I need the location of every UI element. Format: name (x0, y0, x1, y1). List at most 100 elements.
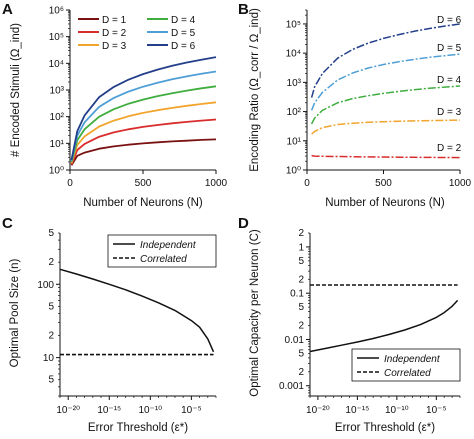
y-minor-tick-label: 2 (298, 228, 304, 239)
y-tick-label: 10 (43, 353, 55, 364)
series-line-independent (309, 299, 459, 353)
panel-d-legend-box (351, 348, 461, 382)
y-minor-tick-label: 5 (298, 302, 304, 313)
series-line-d-3 (311, 119, 461, 135)
panel-b-annotations: D = 6 D = 5 D = 4 D = 3 D = 2 (437, 15, 462, 154)
legend-label-d1: D = 1 (102, 15, 127, 26)
panel-letter-d: D (238, 215, 249, 232)
y-tick-label: 10³ (287, 78, 302, 89)
y-minor-tick-label: 5 (48, 375, 54, 386)
panel-d-y-label: Optimal Capacity per Neuron (C) (249, 229, 261, 397)
y-tick-label: 0.1 (290, 289, 304, 300)
y-tick-label: 10⁰ (286, 166, 301, 177)
series-line-independent (59, 268, 215, 353)
y-minor-tick-label: 5 (48, 301, 54, 312)
y-minor-tick-label: 5 (48, 228, 54, 239)
series-line-d-2 (311, 154, 461, 159)
y-minor-tick-label: 5 (298, 256, 304, 267)
series-line-d-2 (70, 118, 217, 165)
annotation-d6: D = 6 (437, 15, 462, 26)
y-minor-tick-label: 2 (298, 274, 304, 285)
y-minor-tick-label: 2 (48, 257, 54, 268)
panel-d-x-label: Error Threshold (ε*) (335, 422, 435, 434)
x-tick-label: 0 (67, 178, 73, 189)
panel-d-x-ticks: 10⁻²⁰ 10⁻¹⁵ 10⁻¹⁰ 10⁻⁵ (306, 396, 461, 416)
series-line-d-1 (70, 138, 217, 166)
panel-a-series-lines (70, 56, 217, 166)
y-tick-label: 0.01 (285, 335, 305, 346)
x-tick-label: 0 (304, 178, 310, 189)
panel-a-y-ticks: 10⁰ 10¹ 10² 10³ 10⁴ 10⁵ 10⁶ (49, 6, 70, 177)
x-tick-label: 10⁻⁵ (426, 405, 447, 416)
y-tick-label: 10³ (50, 86, 65, 97)
panel-d-y-ticks: 0.001 0.01 0.1 1 2 5 2 5 2 5 2 (279, 228, 310, 397)
y-tick-label: 100 (37, 280, 54, 291)
y-tick-label: 10⁵ (286, 19, 301, 30)
panel-c-y-ticks: 10 100 5 2 5 2 5 (37, 228, 60, 397)
panel-a-legend: D = 1 D = 2 D = 3 D = 4 D = 5 D = 6 (78, 15, 196, 52)
panel-letter-a: A (2, 1, 13, 18)
annotation-d5: D = 5 (437, 43, 462, 54)
legend-label-independent: Independent (384, 354, 441, 365)
y-tick-label: 10⁵ (49, 32, 64, 43)
y-minor-tick-label: 2 (48, 331, 54, 342)
y-tick-label: 10² (287, 107, 302, 118)
panel-a-x-ticks: 0 500 1000 (67, 170, 228, 189)
panel-c-legend-box (107, 234, 217, 268)
series-line-d-5 (70, 70, 217, 162)
panel-b-x-ticks: 0 500 1000 (304, 170, 472, 189)
series-line-d-6 (310, 23, 461, 98)
y-tick-label: 10⁴ (286, 49, 301, 60)
y-tick-label: 10¹ (287, 136, 302, 147)
panel-a-x-label: Number of Neurons (N) (83, 197, 203, 209)
panel-letter-c: C (2, 215, 13, 232)
x-tick-label: 10⁻¹⁰ (385, 405, 409, 416)
series-line-d-4 (70, 85, 217, 163)
panel-c-legend: Independent Correlated (107, 234, 217, 268)
panel-d-legend: Independent Correlated (351, 348, 461, 382)
panel-b-y-label: Encoding Ratio (Ω_corr / Ω_ind) (249, 8, 261, 172)
series-line-d-4 (310, 85, 461, 125)
series-line-d-6 (70, 56, 217, 161)
x-tick-label: 10⁻²⁰ (56, 405, 80, 416)
x-tick-label: 1000 (205, 178, 228, 189)
y-tick-label: 10¹ (50, 139, 65, 150)
x-tick-label: 10⁻¹⁵ (345, 405, 369, 416)
legend-label-independent: Independent (140, 240, 197, 251)
y-tick-label: 10⁴ (49, 59, 64, 70)
panel-c-x-ticks: 10⁻²⁰ 10⁻¹⁵ 10⁻¹⁰ 10⁻⁵ (56, 396, 217, 416)
legend-label-d3: D = 3 (102, 41, 127, 52)
annotation-d2: D = 2 (437, 143, 462, 154)
panel-c-series-lines (59, 268, 215, 356)
panel-letter-b: B (238, 1, 249, 18)
annotation-d4: D = 4 (437, 75, 462, 86)
panel-b-x-label: Number of Neurons (N) (325, 197, 445, 209)
panel-b-y-ticks: 10⁰ 10¹ 10² 10³ 10⁴ 10⁵ (286, 9, 307, 177)
annotation-d3: D = 3 (437, 107, 462, 118)
y-tick-label: 1 (298, 242, 304, 253)
x-tick-label: 1000 (449, 178, 472, 189)
series-line-d-3 (70, 101, 217, 164)
x-tick-label: 10⁻²⁰ (306, 405, 330, 416)
legend-label-d5: D = 5 (171, 28, 196, 39)
legend-label-d6: D = 6 (171, 41, 196, 52)
panel-a: 10⁰ 10¹ 10² 10³ 10⁴ 10⁵ 10⁶ 0 500 1000 D = 1 D =… (10, 6, 228, 210)
x-tick-label: 10⁻¹⁰ (138, 405, 162, 416)
legend-label-correlated: Correlated (384, 368, 431, 379)
series-line-d-5 (310, 53, 461, 111)
y-minor-tick-label: 2 (298, 367, 304, 378)
x-tick-label: 500 (135, 178, 152, 189)
panel-b: 10⁰ 10¹ 10² 10³ 10⁴ 10⁵ 0 500 1000 D = 6 D = 5 … (249, 8, 472, 209)
panel-c: 10 100 5 2 5 2 5 10⁻²⁰ 10⁻¹⁵ 10⁻¹⁰ 10⁻⁵ Independe… (9, 228, 217, 434)
panel-b-series-lines (310, 23, 461, 159)
legend-label-d2: D = 2 (102, 28, 127, 39)
y-minor-tick-label: 5 (298, 348, 304, 359)
x-tick-label: 10⁻⁵ (181, 405, 202, 416)
panel-c-y-label: Optimal Pool Size (n) (9, 259, 21, 368)
x-tick-label: 500 (375, 178, 392, 189)
y-tick-label: 10⁰ (49, 166, 64, 177)
panel-c-x-label: Error Threshold (ε*) (88, 422, 188, 434)
panel-d-series-lines (309, 284, 459, 353)
y-tick-label: 10⁶ (49, 6, 64, 17)
